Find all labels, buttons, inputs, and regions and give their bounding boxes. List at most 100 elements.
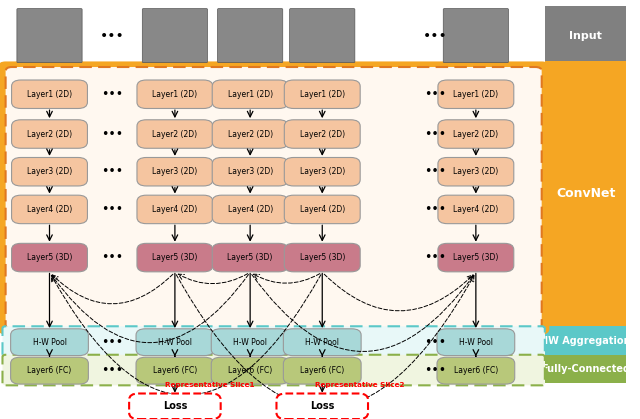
FancyBboxPatch shape: [12, 243, 88, 272]
FancyBboxPatch shape: [12, 195, 88, 224]
Text: •••: •••: [101, 127, 124, 140]
Text: H-W Pool: H-W Pool: [33, 338, 67, 347]
FancyBboxPatch shape: [137, 158, 213, 186]
FancyBboxPatch shape: [3, 355, 545, 385]
FancyBboxPatch shape: [284, 80, 360, 109]
Text: Layer5 (3D): Layer5 (3D): [453, 253, 499, 262]
Text: Representative Slice2: Representative Slice2: [315, 382, 404, 388]
FancyBboxPatch shape: [212, 158, 288, 186]
Text: Layer6 (FC): Layer6 (FC): [28, 366, 72, 375]
FancyBboxPatch shape: [290, 8, 355, 62]
Text: Layer3 (2D): Layer3 (2D): [300, 167, 345, 176]
FancyBboxPatch shape: [136, 357, 214, 384]
FancyBboxPatch shape: [212, 120, 288, 148]
Text: Layer6 (FC): Layer6 (FC): [228, 366, 272, 375]
Text: •••: •••: [424, 251, 446, 264]
Text: ConvNet: ConvNet: [556, 187, 615, 200]
Text: H-W Pool: H-W Pool: [459, 338, 493, 347]
Text: Layer3 (2D): Layer3 (2D): [152, 167, 198, 176]
Text: HW Aggregation: HW Aggregation: [540, 336, 631, 346]
Text: Layer4 (2D): Layer4 (2D): [300, 205, 345, 214]
Text: Loss: Loss: [163, 401, 187, 411]
Text: Layer6 (FC): Layer6 (FC): [153, 366, 197, 375]
FancyBboxPatch shape: [218, 8, 283, 62]
Text: Layer2 (2D): Layer2 (2D): [300, 129, 345, 139]
Text: Layer1 (2D): Layer1 (2D): [300, 90, 345, 99]
FancyBboxPatch shape: [137, 243, 213, 272]
Text: Layer5 (3D): Layer5 (3D): [152, 253, 198, 262]
Text: Layer5 (3D): Layer5 (3D): [227, 253, 273, 262]
Text: H-W Pool: H-W Pool: [158, 338, 192, 347]
FancyBboxPatch shape: [444, 8, 508, 62]
Text: Layer2 (2D): Layer2 (2D): [453, 129, 499, 139]
Text: Layer4 (2D): Layer4 (2D): [453, 205, 499, 214]
Text: Layer4 (2D): Layer4 (2D): [227, 205, 273, 214]
FancyBboxPatch shape: [284, 158, 360, 186]
Text: Layer2 (2D): Layer2 (2D): [152, 129, 198, 139]
Text: •••: •••: [101, 364, 124, 377]
Text: Layer6 (FC): Layer6 (FC): [454, 366, 498, 375]
FancyBboxPatch shape: [437, 329, 515, 356]
FancyBboxPatch shape: [284, 120, 360, 148]
FancyBboxPatch shape: [437, 357, 515, 384]
Text: Layer5 (3D): Layer5 (3D): [300, 253, 345, 262]
FancyBboxPatch shape: [438, 80, 514, 109]
FancyBboxPatch shape: [284, 195, 360, 224]
FancyBboxPatch shape: [129, 393, 221, 419]
Text: Layer6 (FC): Layer6 (FC): [300, 366, 344, 375]
Text: Loss: Loss: [310, 401, 335, 411]
Text: •••: •••: [101, 336, 124, 349]
Text: Layer1 (2D): Layer1 (2D): [27, 90, 72, 99]
Text: Layer3 (2D): Layer3 (2D): [27, 167, 72, 176]
FancyBboxPatch shape: [211, 329, 289, 356]
Text: Layer2 (2D): Layer2 (2D): [228, 129, 273, 139]
Text: H-W Pool: H-W Pool: [233, 338, 267, 347]
Text: •••: •••: [101, 251, 124, 264]
Text: Input: Input: [569, 31, 602, 41]
FancyBboxPatch shape: [12, 158, 88, 186]
FancyBboxPatch shape: [438, 195, 514, 224]
FancyBboxPatch shape: [12, 80, 88, 109]
FancyBboxPatch shape: [438, 243, 514, 272]
Text: •••: •••: [100, 28, 125, 43]
Text: Fully-Connected: Fully-Connected: [541, 364, 630, 374]
Text: •••: •••: [424, 364, 446, 377]
Bar: [545, 326, 627, 355]
FancyBboxPatch shape: [136, 329, 214, 356]
Text: •••: •••: [424, 203, 446, 216]
FancyBboxPatch shape: [137, 195, 213, 224]
FancyBboxPatch shape: [212, 243, 288, 272]
Text: Layer1 (2D): Layer1 (2D): [152, 90, 198, 99]
Text: Layer4 (2D): Layer4 (2D): [27, 205, 72, 214]
FancyBboxPatch shape: [142, 8, 207, 62]
FancyBboxPatch shape: [284, 243, 360, 272]
FancyBboxPatch shape: [6, 67, 541, 329]
Text: Layer1 (2D): Layer1 (2D): [228, 90, 273, 99]
FancyBboxPatch shape: [276, 393, 368, 419]
Text: •••: •••: [423, 28, 447, 43]
Text: •••: •••: [424, 165, 446, 178]
Text: Layer4 (2D): Layer4 (2D): [152, 205, 198, 214]
FancyBboxPatch shape: [11, 357, 88, 384]
Bar: [545, 355, 627, 383]
Text: Layer5 (3D): Layer5 (3D): [27, 253, 72, 262]
Text: •••: •••: [424, 127, 446, 140]
Text: •••: •••: [424, 88, 446, 101]
Bar: [545, 61, 627, 327]
Text: Representative Slice1: Representative Slice1: [164, 382, 254, 388]
FancyBboxPatch shape: [11, 329, 88, 356]
FancyBboxPatch shape: [438, 120, 514, 148]
Text: •••: •••: [101, 165, 124, 178]
Text: H-W Pool: H-W Pool: [305, 338, 339, 347]
FancyBboxPatch shape: [3, 326, 545, 357]
FancyBboxPatch shape: [212, 80, 288, 109]
FancyBboxPatch shape: [212, 195, 288, 224]
FancyBboxPatch shape: [0, 63, 548, 333]
Text: Layer3 (2D): Layer3 (2D): [227, 167, 273, 176]
FancyBboxPatch shape: [137, 120, 213, 148]
FancyBboxPatch shape: [284, 329, 361, 356]
Text: •••: •••: [101, 88, 124, 101]
Text: •••: •••: [101, 203, 124, 216]
FancyBboxPatch shape: [211, 357, 289, 384]
Text: •••: •••: [424, 336, 446, 349]
